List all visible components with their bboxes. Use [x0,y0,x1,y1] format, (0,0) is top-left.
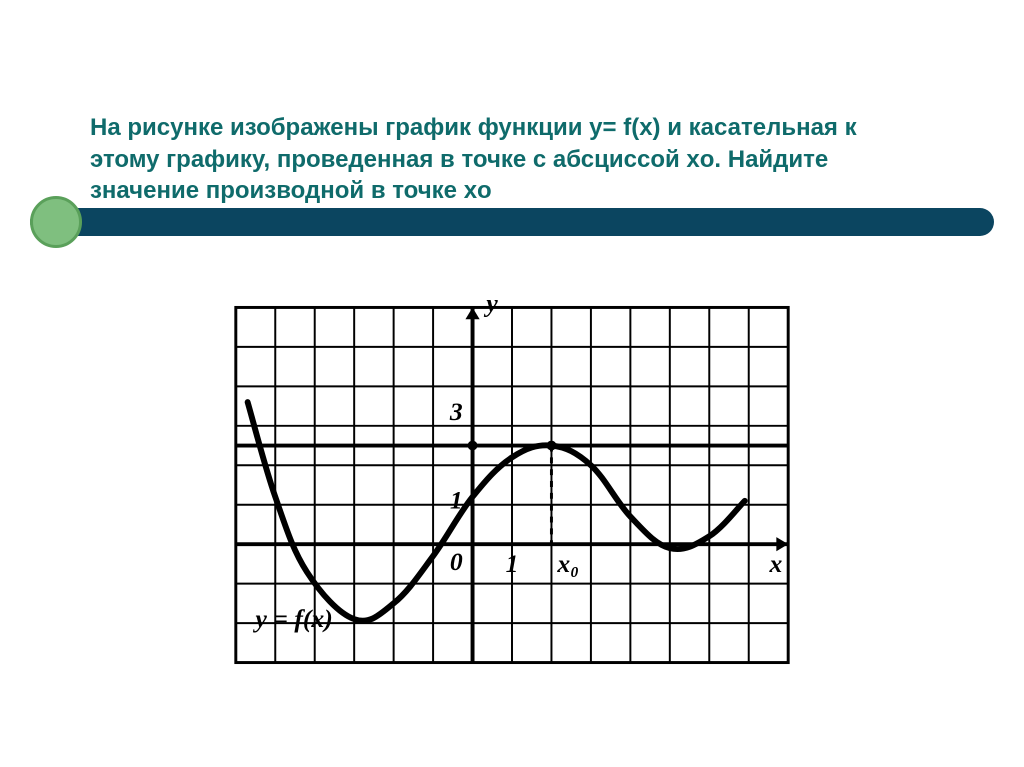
svg-text:0: 0 [450,547,463,576]
slide: На рисунке изображены график функции y= … [0,0,1024,767]
svg-text:x₀: x₀ [556,549,579,578]
svg-text:x: x [768,549,782,578]
svg-text:y = f(x): y = f(x) [253,604,333,633]
svg-text:1: 1 [506,549,519,578]
svg-text:y: y [483,288,498,317]
title-underline-bar [30,208,994,236]
chart-svg: y x 3 1 0 1 x₀ y = f(x) [222,270,802,700]
svg-text:3: 3 [449,397,463,426]
title-bullet-circle [30,196,82,248]
slide-title: На рисунке изображены график функции y= … [90,112,870,207]
chart: y x 3 1 0 1 x₀ y = f(x) [222,270,802,700]
svg-text:1: 1 [450,486,463,515]
